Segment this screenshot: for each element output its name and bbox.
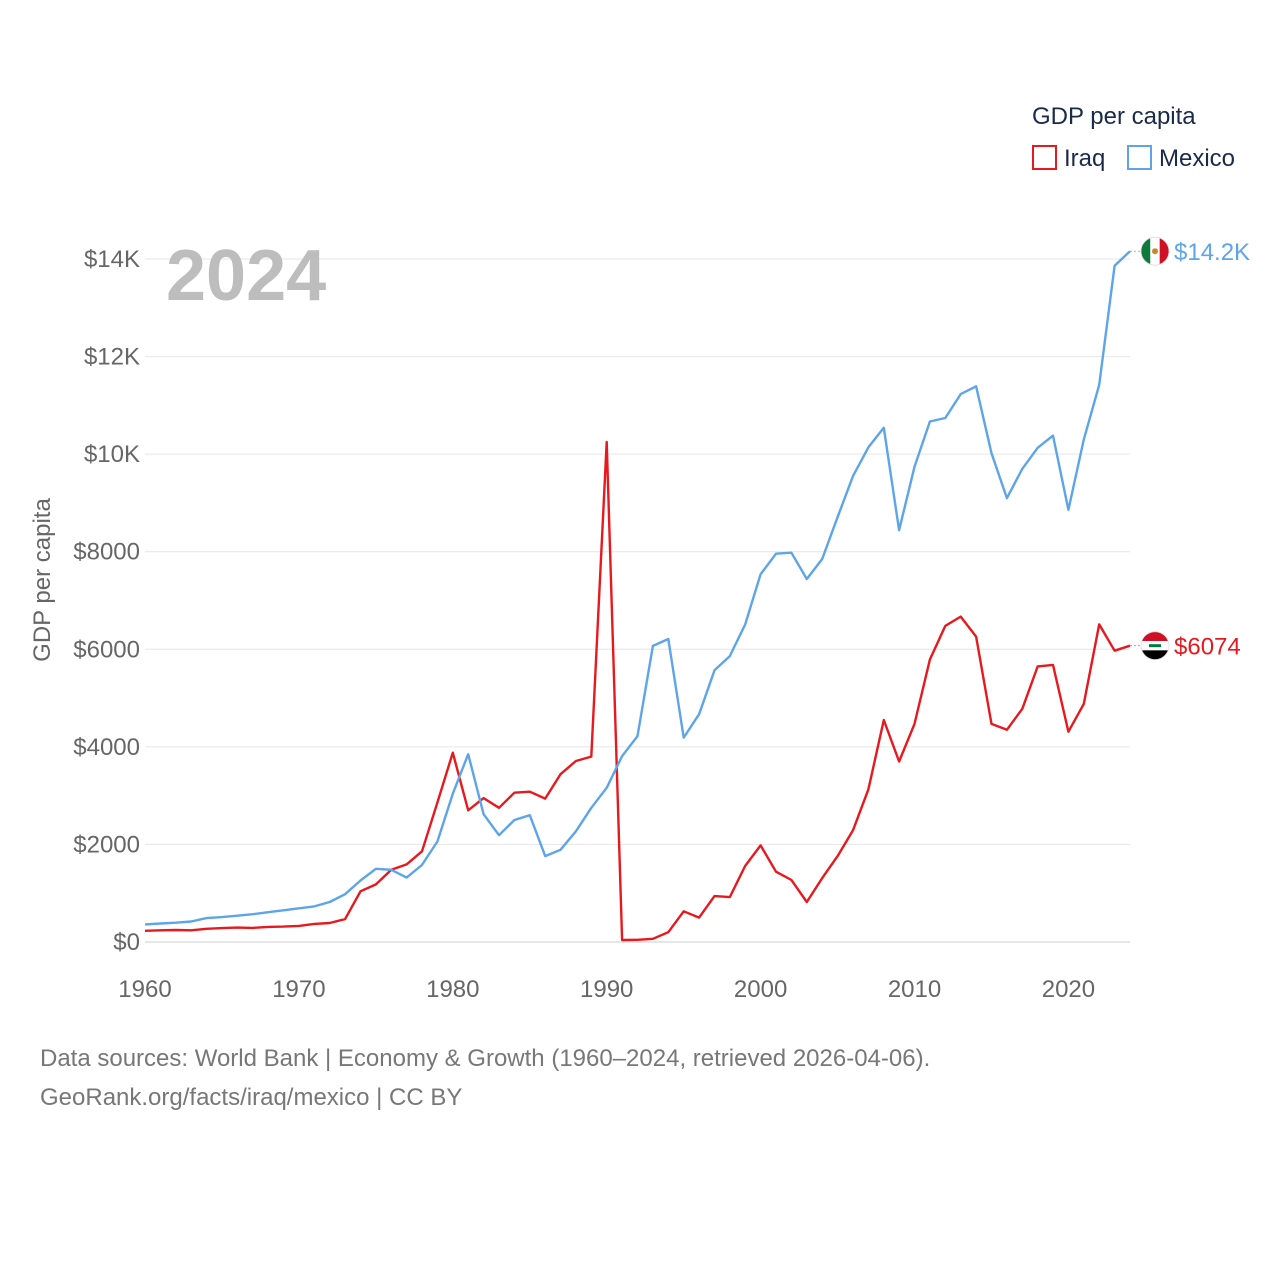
y-tick-label: $8000 bbox=[73, 539, 140, 566]
x-tick-label: 2010 bbox=[888, 976, 941, 1003]
source-line-2[interactable]: GeoRank.org/facts/iraq/mexico | CC BY bbox=[40, 1084, 463, 1111]
legend-title: GDP per capita bbox=[1032, 103, 1196, 130]
y-tick-label: $6000 bbox=[73, 636, 140, 663]
y-tick-label: $12K bbox=[84, 344, 140, 371]
mexico-flag-icon bbox=[1140, 236, 1170, 266]
x-tick-label: 1960 bbox=[118, 976, 171, 1003]
y-tick-label: $4000 bbox=[73, 734, 140, 761]
y-axis-label: GDP per capita bbox=[29, 498, 56, 662]
x-tick-label: 1990 bbox=[580, 976, 633, 1003]
end-label-mexico: $14.2K bbox=[1174, 239, 1250, 266]
iraq-flag-icon bbox=[1140, 631, 1170, 661]
legend-swatch bbox=[1032, 145, 1057, 170]
y-axis: $0 $2000 $4000 $6000 $8000 $10K $12K $14K bbox=[73, 246, 140, 956]
legend-item-iraq[interactable]: Iraq bbox=[1032, 145, 1105, 172]
x-tick-label: 2000 bbox=[734, 976, 787, 1003]
legend-item-mexico[interactable]: Mexico bbox=[1127, 145, 1235, 172]
legend-label: Iraq bbox=[1064, 145, 1105, 172]
legend-label: Mexico bbox=[1159, 145, 1235, 172]
y-tick-label: $10K bbox=[84, 441, 140, 468]
x-axis: 1960 1970 1980 1990 2000 2010 2020 bbox=[118, 976, 1095, 1003]
series-line-mexico bbox=[144, 250, 1131, 926]
series-end-markers: $6074 $14.2K bbox=[1130, 236, 1250, 661]
year-label: 2024 bbox=[166, 236, 326, 316]
y-tick-label: $14K bbox=[84, 246, 140, 273]
y-tick-label: $0 bbox=[113, 929, 140, 956]
end-label-iraq: $6074 bbox=[1174, 634, 1241, 661]
y-tick-label: $2000 bbox=[73, 831, 140, 858]
grid-lines bbox=[145, 258, 1130, 943]
source-line-1: Data sources: World Bank | Economy & Gro… bbox=[40, 1045, 931, 1072]
x-tick-label: 1970 bbox=[272, 976, 325, 1003]
legend-swatch bbox=[1127, 145, 1152, 170]
x-tick-label: 1980 bbox=[426, 976, 479, 1003]
x-tick-label: 2020 bbox=[1042, 976, 1095, 1003]
series-line-iraq bbox=[144, 440, 1131, 942]
series-lines bbox=[144, 250, 1131, 942]
legend: GDP per capita Iraq Mexico bbox=[1032, 103, 1235, 172]
